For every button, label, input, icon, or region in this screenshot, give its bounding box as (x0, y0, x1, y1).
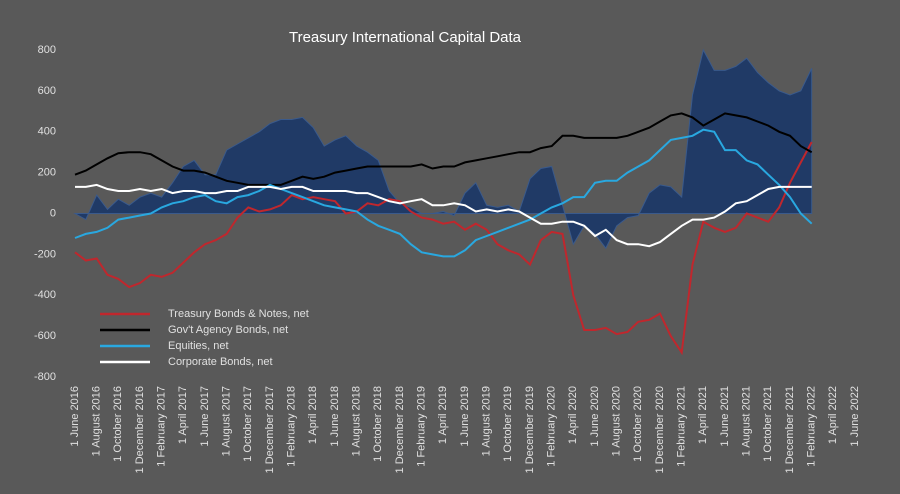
x-tick-label: 1 February 2018 (286, 386, 298, 467)
x-tick-label: 1 October 2017 (242, 386, 254, 462)
x-tick-label: 1 August 2020 (611, 386, 623, 456)
x-tick-label: 1 August 2021 (741, 386, 753, 456)
legend-label: Equities, net (168, 340, 229, 352)
x-tick-label: 1 June 2017 (199, 386, 211, 447)
x-tick-label: 1 April 2017 (177, 386, 189, 444)
legend-label: Corporate Bonds, net (168, 356, 273, 368)
x-tick-label: 1 December 2018 (394, 386, 406, 473)
x-tick-label: 1 August 2017 (221, 386, 233, 456)
y-tick-label: 800 (38, 44, 56, 56)
x-tick-label: 1 April 2019 (437, 386, 449, 444)
y-tick-label: 200 (38, 167, 56, 179)
x-tick-label: 1 February 2017 (156, 386, 168, 467)
area (73, 48, 813, 250)
line (75, 183, 812, 248)
y-tick-label: 0 (50, 207, 56, 219)
x-tick-label: 1 December 2016 (134, 386, 146, 473)
x-tick-label: 1 December 2019 (524, 386, 536, 473)
y-tick-label: -400 (34, 289, 56, 301)
x-tick-label: 1 December 2021 (784, 386, 796, 473)
x-tick-label: 1 April 2020 (567, 386, 579, 444)
line (74, 128, 813, 258)
x-tick-label: 1 August 2018 (351, 386, 363, 456)
x-tick-label: 1 April 2021 (697, 386, 709, 444)
x-tick-label: 1 June 2018 (329, 386, 341, 447)
line (74, 141, 813, 356)
chart-title: Treasury International Capital Data (289, 29, 522, 46)
x-tick-label: 1 June 2016 (69, 386, 81, 447)
x-tick-label: 1 February 2020 (546, 386, 558, 467)
x-tick-label: 1 June 2020 (589, 386, 601, 447)
x-tick-label: 1 October 2016 (112, 386, 124, 462)
y-tick-label: 600 (38, 85, 56, 97)
x-tick-label: 1 October 2018 (372, 386, 384, 462)
x-tick-label: 1 April 2022 (827, 386, 839, 444)
line (74, 112, 813, 186)
x-tick-label: 1 October 2021 (762, 386, 774, 462)
x-tick-label: 1 February 2019 (416, 386, 428, 467)
x-tick-label: 1 August 2019 (481, 386, 493, 456)
x-tick-label: 1 June 2019 (459, 386, 471, 447)
y-tick-label: -200 (34, 248, 56, 260)
y-tick-label: -800 (34, 371, 56, 383)
x-tick-label: 1 October 2019 (502, 386, 514, 462)
y-tick-label: -600 (34, 330, 56, 342)
legend-label: Treasury Bonds & Notes, net (168, 308, 309, 320)
x-tick-label: 1 April 2018 (307, 386, 319, 444)
x-tick-label: 1 February 2021 (676, 386, 688, 467)
x-tick-label: 1 August 2016 (91, 386, 103, 456)
x-tick-label: 1 December 2020 (654, 386, 666, 473)
y-tick-label: 400 (38, 126, 56, 138)
x-tick-label: 1 February 2022 (806, 386, 818, 467)
x-tick-label: 1 June 2021 (719, 386, 731, 447)
legend-label: Gov't Agency Bonds, net (168, 324, 288, 336)
x-tick-label: 1 December 2017 (264, 386, 276, 473)
x-tick-label: 1 June 2022 (849, 386, 861, 447)
x-tick-label: 1 October 2020 (632, 386, 644, 462)
